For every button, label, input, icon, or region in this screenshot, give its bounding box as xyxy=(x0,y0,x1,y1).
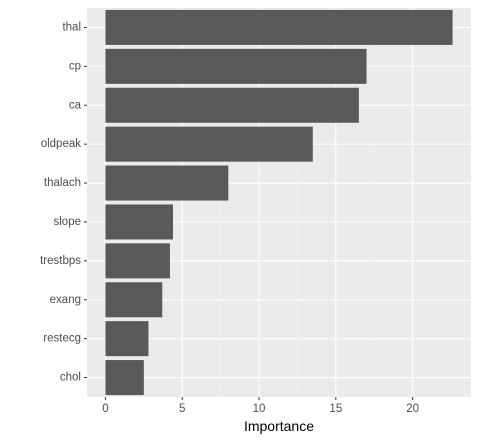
y-tick-label: exang xyxy=(50,294,81,306)
x-tick-label: 5 xyxy=(179,403,185,415)
bar-exang xyxy=(105,282,163,318)
y-tick-label: cp xyxy=(69,60,81,72)
y-tick-label: chol xyxy=(60,372,81,384)
y-tick-label: slope xyxy=(54,216,82,228)
x-tick-label: 10 xyxy=(253,403,266,415)
bar-chol xyxy=(105,360,144,396)
bar-cp xyxy=(105,48,367,84)
y-tick-label: thal xyxy=(62,21,81,33)
y-tick-label: restecg xyxy=(43,333,81,345)
bar-slope xyxy=(105,204,174,240)
bar-oldpeak xyxy=(105,126,313,162)
x-tick-label: 20 xyxy=(406,403,419,415)
bars xyxy=(105,9,453,396)
bar-thalach xyxy=(105,165,229,201)
y-axis: thal cp ca oldpeak thalach slope trestbps exang… xyxy=(40,21,87,384)
y-tick-label: thalach xyxy=(44,177,81,189)
bar-thal xyxy=(105,9,453,45)
bar-restecg xyxy=(105,321,149,357)
x-axis-title: Importance xyxy=(244,418,314,434)
y-tick-label: oldpeak xyxy=(41,138,82,150)
bar-ca xyxy=(105,87,359,123)
x-tick-label: 15 xyxy=(329,403,342,415)
y-tick-label: trestbps xyxy=(40,255,81,267)
y-tick-label: ca xyxy=(69,99,82,111)
x-tick-label: 0 xyxy=(102,403,108,415)
bar-trestbps xyxy=(105,243,170,279)
x-axis: 0 5 10 15 20 xyxy=(102,397,419,415)
